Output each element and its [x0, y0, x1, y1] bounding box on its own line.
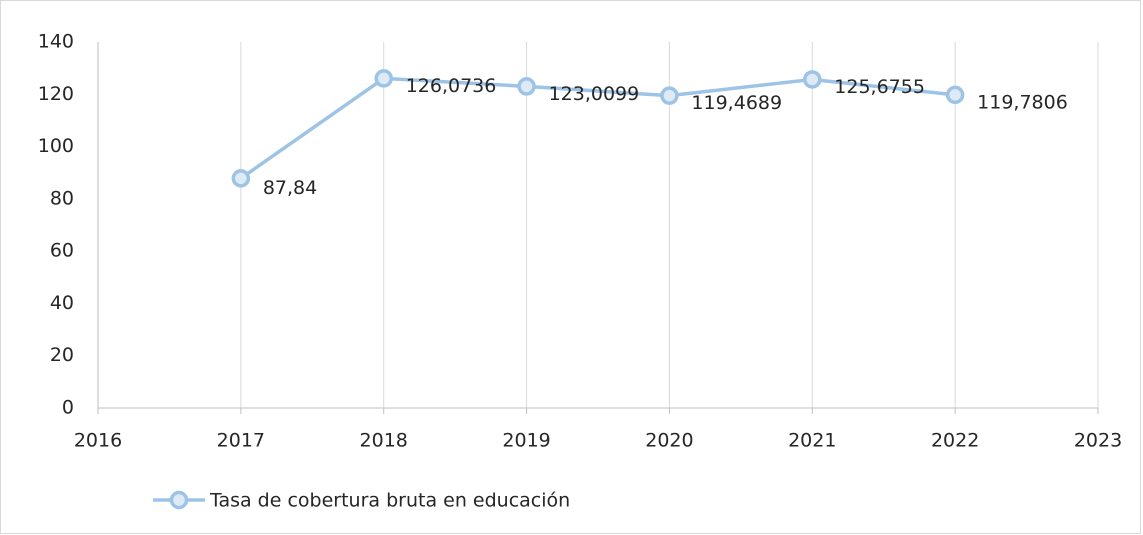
data-label: 123,0099 [549, 83, 640, 105]
y-tick-label: 20 [50, 344, 74, 366]
x-tick-label: 2016 [74, 430, 122, 452]
x-tick-label: 2018 [360, 430, 408, 452]
x-tick-label: 2021 [788, 430, 836, 452]
data-point [231, 169, 251, 188]
data-label: 119,4689 [691, 92, 782, 114]
y-tick-label: 0 [62, 397, 74, 419]
x-tick-label: 2020 [645, 430, 693, 452]
legend-marker [169, 490, 189, 510]
y-tick-label: 60 [50, 240, 74, 262]
x-tick-label: 2019 [502, 430, 550, 452]
y-tick-label: 100 [38, 135, 74, 157]
series-line [239, 76, 956, 180]
data-label: 87,84 [263, 177, 317, 199]
data-point [660, 86, 679, 105]
data-label: 126,0736 [406, 75, 497, 97]
data-point [803, 70, 822, 89]
x-tick-label: 2017 [217, 430, 265, 452]
y-tick-label: 40 [50, 292, 74, 314]
y-tick-label: 80 [50, 187, 74, 209]
data-point [374, 69, 393, 88]
legend-label: Tasa de cobertura bruta en educación [209, 490, 570, 512]
data-point [945, 85, 965, 105]
x-tick-label: 2023 [1074, 430, 1122, 452]
data-label: 119,7806 [977, 91, 1068, 113]
data-label: 125,6755 [834, 76, 925, 98]
x-tick-label: 2022 [931, 430, 979, 452]
y-tick-label: 140 [38, 31, 74, 53]
y-tick-label: 120 [38, 83, 74, 105]
data-point [517, 77, 536, 96]
